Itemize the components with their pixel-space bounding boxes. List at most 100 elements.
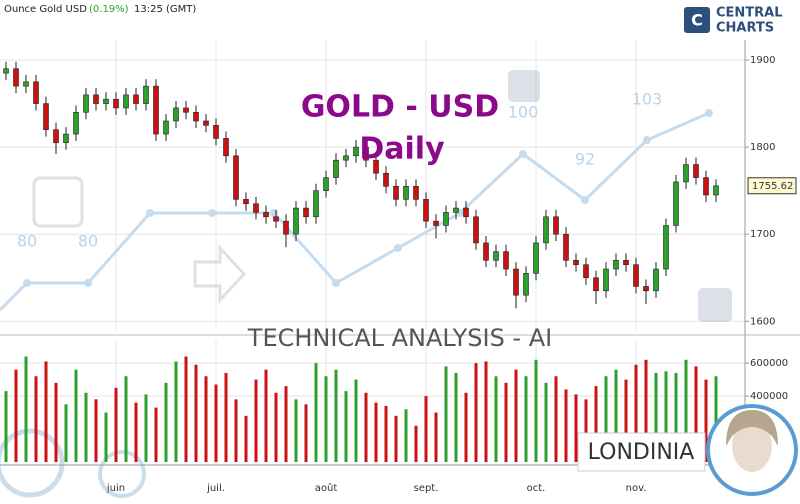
change: (0.19%) [89,4,129,15]
volume-bar [24,356,28,462]
candle-body [93,94,99,104]
volume-bar [144,394,148,462]
volume-bar [54,382,58,462]
volume-bar [244,415,248,462]
volume-bar [274,392,278,462]
candle-body [423,199,429,222]
candle-body [13,68,19,87]
candle-body [203,120,209,126]
candle-body [623,260,629,265]
candle-body [163,120,169,135]
volume-bar [94,399,98,462]
x-tick-label: oct. [527,483,546,494]
volume-bar [394,415,398,462]
candle-body [343,155,349,161]
candle-body [613,260,619,270]
volume-bar [464,392,468,462]
candle-body [123,94,129,109]
time: 13:25 (GMT) [134,4,196,15]
volume-bar [704,379,708,462]
x-tick-label: nov. [626,483,647,494]
candle-body [413,186,419,200]
watermark-period: Daily [359,132,445,167]
candle-body [483,242,489,261]
candle-body [663,225,669,270]
volume-bar [604,376,608,462]
y-tick-label: 600000 [750,358,788,369]
volume-bar [584,399,588,462]
logo-text: CHARTS [716,21,774,36]
volume-bar [454,372,458,462]
volume-bar [424,396,428,462]
volume-bar [134,402,138,462]
last-price-label: 1755.62 [752,181,793,192]
volume-bar [524,376,528,462]
volume-bar [494,376,498,462]
candle-body [373,159,379,174]
volume-bar [344,391,348,462]
candle-body [493,251,499,261]
candle-body [213,125,219,139]
candle-body [393,186,399,200]
candle-body [173,107,179,122]
volume-bar [514,369,518,462]
candle-body [463,207,469,218]
volume-bar [74,369,78,462]
candle-body [643,286,649,292]
x-tick-label: août [315,482,338,494]
candle-body [23,81,29,87]
volume-bar [714,376,718,462]
watermark-title: GOLD - USD [301,90,499,125]
volume-bar [164,382,168,462]
volume-bar [554,376,558,462]
score-label: 92 [575,150,595,169]
candle-body [713,185,719,196]
candle-body [283,220,289,235]
volume-bar [104,412,108,462]
plot [3,61,719,462]
candle-body [153,85,159,135]
volume-bar [234,399,238,462]
volume-bar [214,384,218,462]
volume-bar [434,412,438,462]
candle-body [533,242,539,274]
x-tick-label: juin [106,483,125,494]
candle-body [83,94,89,113]
volume-bar [294,399,298,462]
volume-bar [614,369,618,462]
brand: LONDINIA [588,440,695,465]
logo-text: CENTRAL [716,6,783,21]
volume-bar [364,392,368,462]
volume-bar [284,386,288,462]
candle-body [193,111,199,122]
candle-body [433,220,439,226]
volume-bar [184,356,188,462]
candle-body [183,107,189,113]
volume-bar [654,372,658,462]
volume-bar [504,382,508,462]
volume-bar [384,405,388,462]
volume-bar [254,379,258,462]
candle-body [703,177,709,196]
logo: C CENTRAL CHARTS [684,6,783,36]
y-tick-label: 1600 [750,316,775,327]
volume-bar [484,361,488,462]
candle-body [513,268,519,296]
volume-bar [534,359,538,462]
candle-body [253,203,259,213]
volume-bar [334,369,338,462]
x-tick-label: sept. [414,483,439,494]
svg-text:C: C [691,11,703,30]
volume-bar [664,371,668,462]
volume-bar [174,361,178,462]
volume-bar [324,376,328,462]
candle-body [333,159,339,178]
candle-body [653,268,659,292]
candle-body [563,233,569,261]
candle-body [133,94,139,104]
volume-bar [204,376,208,462]
avatar [706,404,798,496]
volume-bar [34,376,38,462]
volume-bar [314,363,318,462]
candle-body [553,216,559,235]
